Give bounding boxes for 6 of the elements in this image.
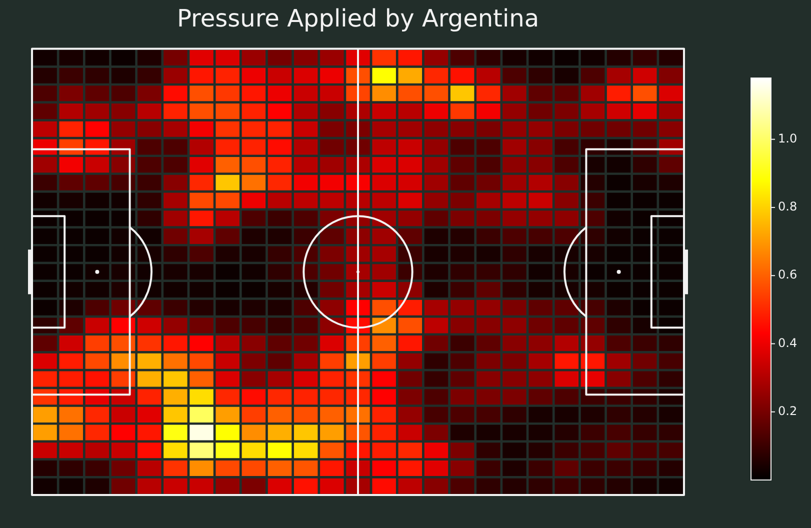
color-bar-label: 0.6 xyxy=(778,268,798,282)
color-bar-label: 0.2 xyxy=(778,404,798,418)
color-bar-label: 0.4 xyxy=(778,336,798,350)
color-bar-label: 0.8 xyxy=(778,200,798,214)
color-bar-label: 1.0 xyxy=(778,131,798,146)
chart-title: Pressure Applied by Argentina xyxy=(176,4,540,33)
